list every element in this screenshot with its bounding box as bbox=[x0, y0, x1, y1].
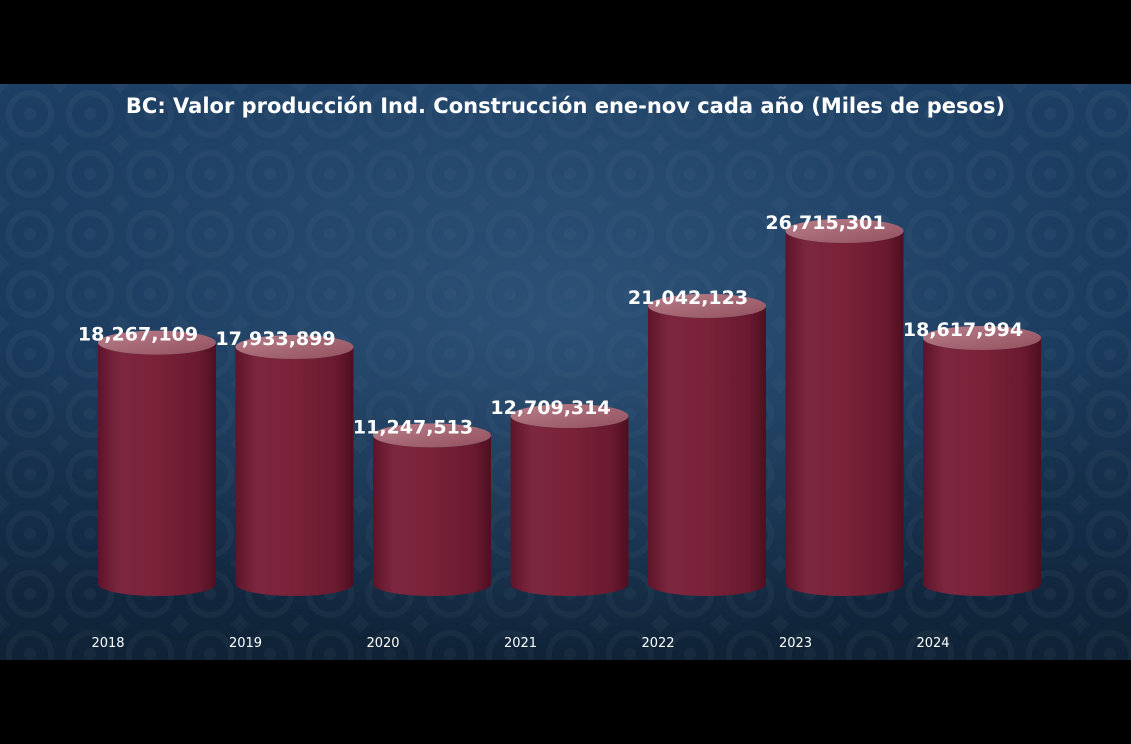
bar-value-label: 26,715,301 bbox=[765, 212, 885, 234]
bar-value-label: 18,267,109 bbox=[78, 324, 198, 346]
x-axis-tick-labels: 2018 2019 2020 2021 2022 2023 2024 bbox=[91, 636, 949, 651]
bar-value-label: 11,247,513 bbox=[353, 416, 473, 438]
bar-top-2022 bbox=[648, 293, 766, 318]
chart-slide: BC: Valor producción Ind. Construcción e… bbox=[0, 84, 1131, 660]
x-tick-label: 2024 bbox=[916, 636, 949, 651]
bar-top-2023 bbox=[785, 218, 904, 243]
bar-2022 bbox=[648, 305, 766, 596]
bar-value-label: 18,617,994 bbox=[903, 319, 1023, 341]
bar-top-2020 bbox=[373, 423, 491, 448]
x-tick-label: 2020 bbox=[366, 636, 399, 651]
bar-value-label: 17,933,899 bbox=[215, 328, 335, 350]
x-tick-label: 2023 bbox=[779, 636, 812, 651]
bar-2020 bbox=[373, 435, 491, 596]
bar-chart: 18,267,109 17,933,899 11,247,513 12,709,314… bbox=[78, 212, 1041, 651]
bar-top-2024 bbox=[923, 325, 1041, 350]
value-label-group: 18,267,109 17,933,899 11,247,513 12,709,314… bbox=[78, 212, 1023, 438]
bar-2018 bbox=[98, 342, 216, 596]
bar-2023 bbox=[785, 230, 904, 596]
bar-value-label: 12,709,314 bbox=[490, 397, 610, 419]
x-tick-label: 2018 bbox=[91, 636, 124, 651]
bar-2024 bbox=[923, 337, 1041, 596]
bar-top-2021 bbox=[510, 404, 629, 429]
bar-group bbox=[98, 218, 1041, 596]
bar-value-label: 21,042,123 bbox=[628, 287, 748, 309]
bar-top-2018 bbox=[98, 330, 216, 355]
x-tick-label: 2021 bbox=[504, 636, 537, 651]
bar-top-2019 bbox=[235, 335, 354, 360]
bar-2019 bbox=[235, 347, 354, 596]
bar-2021 bbox=[510, 416, 629, 596]
x-tick-label: 2022 bbox=[641, 636, 674, 651]
x-tick-label: 2019 bbox=[229, 636, 262, 651]
chart-title: BC: Valor producción Ind. Construcción e… bbox=[125, 94, 1006, 118]
